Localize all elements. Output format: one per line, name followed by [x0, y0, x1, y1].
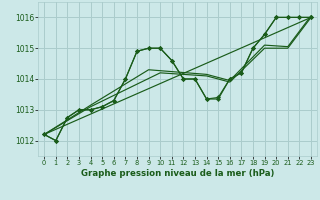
X-axis label: Graphe pression niveau de la mer (hPa): Graphe pression niveau de la mer (hPa)	[81, 169, 274, 178]
